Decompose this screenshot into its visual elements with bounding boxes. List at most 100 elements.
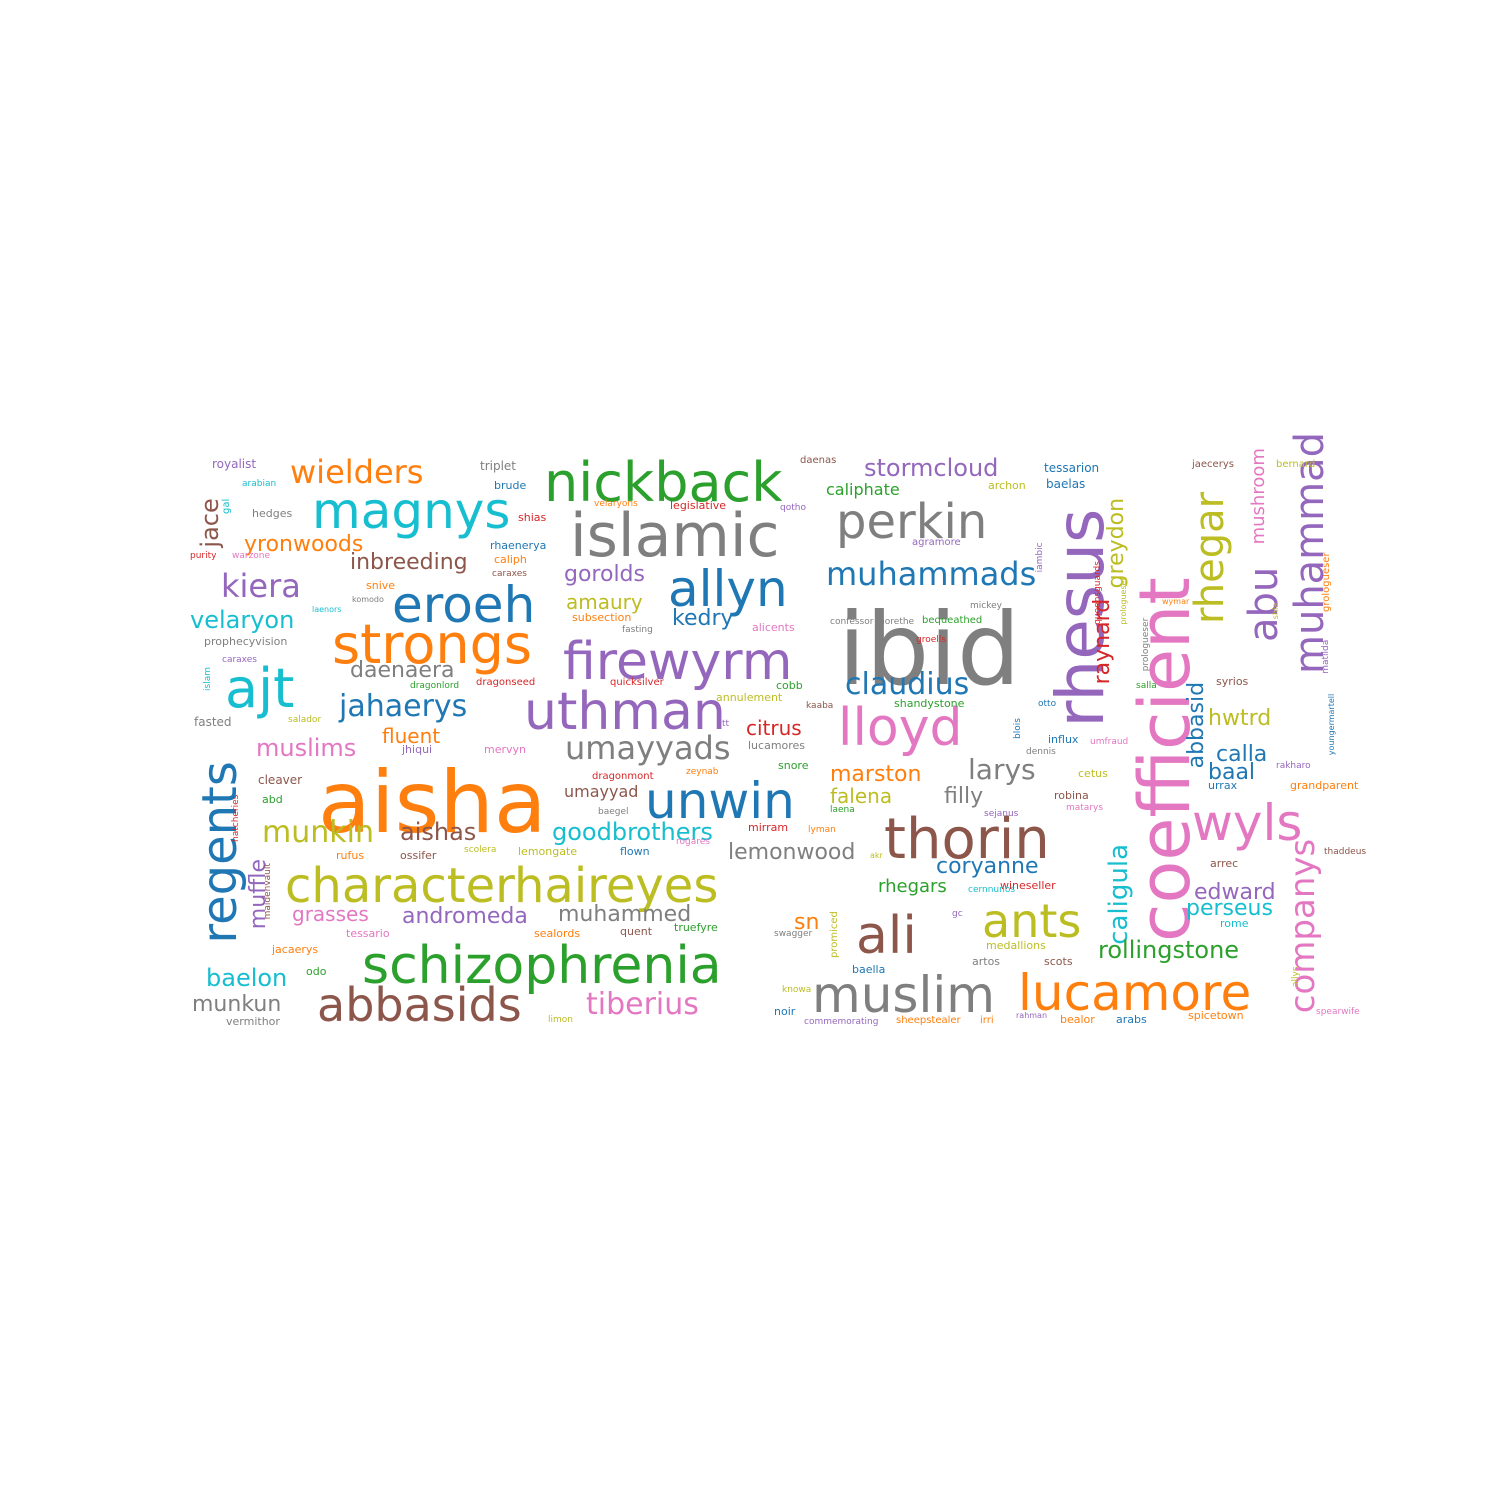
word-irri: irri [980, 1015, 994, 1026]
word-yronwoods: yronwoods [244, 532, 364, 557]
word-baelon: baelon [206, 964, 288, 992]
word-sheepstealer: sheepstealer [896, 1015, 961, 1026]
word-lemonwood: lemonwood [728, 840, 856, 865]
word-dragonlord: dragonlord [410, 681, 460, 691]
word-caligula: caligula [1104, 843, 1134, 945]
word-baella: baella [852, 963, 886, 976]
word-regents: regents [192, 761, 248, 944]
word-larys: larys [968, 753, 1036, 786]
word-maidenvault: maidenvault [263, 863, 273, 920]
word-grandparent: grandparent [1290, 779, 1359, 792]
word-rogares: rogares [676, 837, 710, 847]
word-tessarion: tessarion [1044, 461, 1100, 475]
word-fluent: fluent [382, 724, 441, 748]
word-swagger: swagger [774, 929, 813, 939]
word-caraxes: caraxes [492, 569, 527, 579]
word-rome: rome [1220, 917, 1249, 930]
word-morethe: morethe [876, 617, 915, 627]
word-muslims: muslims [256, 734, 357, 762]
word-laenors: laenors [312, 605, 342, 614]
word-snive: snive [366, 579, 396, 592]
word-jacaerys: jacaerys [272, 943, 319, 956]
word-filly: filly [944, 784, 984, 809]
word-noir: noir [774, 1005, 796, 1018]
word-artos: artos [972, 955, 1001, 968]
word-mickey: mickey [970, 601, 1002, 611]
word-fasting: fasting [622, 625, 653, 635]
word-perseus: perseus [1186, 896, 1273, 921]
word-bequeathed: bequeathed [922, 615, 983, 626]
word-bernard: bernard [1276, 459, 1316, 470]
word-companys: companys [1283, 838, 1323, 1014]
word-quicksilver: quicksilver [610, 677, 664, 688]
word-marston: marston [830, 762, 922, 787]
word-perkin: perkin [836, 494, 988, 550]
word-firewyrm: firewyrm [563, 632, 793, 692]
word-flown: flown [620, 845, 650, 858]
word-hwtrd: hwtrd [1208, 706, 1272, 731]
word-rhegar: rhegar [1187, 491, 1233, 624]
word-matilda: matilda [1321, 639, 1331, 674]
word-falena: falena [830, 784, 893, 808]
word-agramore: agramore [912, 537, 961, 548]
word-gorolds: gorolds [564, 562, 645, 587]
word-munkin: munkin [262, 815, 374, 850]
word-jhiqui: jhiqui [402, 743, 433, 756]
word-spicetown: spicetown [1188, 1009, 1244, 1022]
word-velaryons: velaryons [594, 499, 638, 509]
word-munkun: munkun [192, 992, 282, 1017]
word-shias: shias [518, 511, 547, 524]
word-bealor: bealor [1060, 1013, 1095, 1026]
word-muhammed: muhammed [558, 902, 692, 927]
word-lucamore: lucamore [1018, 964, 1252, 1022]
word-tessario: tessario [346, 927, 390, 940]
word-baegel: baegel [598, 807, 629, 817]
word-baal: baal [1208, 760, 1256, 785]
word-umfraud: umfraud [1090, 737, 1129, 747]
word-eroeh: eroeh [392, 576, 536, 634]
word-daenaera: daenaera [350, 658, 455, 683]
word-prologueser: prologueser [1141, 617, 1151, 672]
word-zeynab: zeynab [686, 767, 719, 777]
word-dragonseed: dragonseed [476, 677, 536, 688]
word-truefyre: truefyre [674, 921, 718, 934]
word-cernnunos: cernnunos [968, 885, 1016, 895]
word-arabs: arabs [1116, 1013, 1147, 1026]
word-salla: salla [1136, 681, 1157, 691]
word-andromeda: andromeda [402, 904, 528, 929]
word-youngermartell: youngermartell [1327, 693, 1336, 756]
word-syrios: syrios [1216, 675, 1249, 688]
word-prologueser: prologueser [1119, 577, 1128, 625]
word-scolera: scolera [464, 845, 497, 855]
word-tiberius: tiberius [586, 987, 699, 1022]
word-royalist: royalist [212, 457, 257, 471]
word-caliphate: caliphate [826, 480, 900, 499]
word-caraxes: caraxes [222, 655, 257, 665]
word-inbreeding: inbreeding [350, 550, 468, 575]
word-lyman: lyman [808, 825, 836, 835]
word-triplet: triplet [480, 459, 517, 473]
word-odo: odo [306, 965, 327, 978]
word-shandystone: shandystone [894, 697, 965, 710]
word-sealords: sealords [534, 927, 581, 940]
word-mushroom: mushroom [1248, 448, 1269, 545]
word-wineseller: wineseller [1000, 879, 1056, 892]
word-coryanne: coryanne [936, 854, 1039, 879]
word-spearwife: spearwife [1316, 1007, 1360, 1017]
word-blois: blois [1013, 718, 1023, 739]
word-sn: sn [794, 910, 820, 935]
word-ants: ants [982, 894, 1082, 948]
word-wymar: wymar [1162, 597, 1190, 606]
word-abbasids: abbasids [317, 978, 522, 1032]
word-thorin: thorin [884, 807, 1050, 872]
word-tt: tt [722, 719, 730, 729]
word-rahman: rahman [1016, 1011, 1048, 1020]
word-brude: brude [494, 479, 527, 492]
word-mervyn: mervyn [484, 743, 526, 756]
word-grasses: grasses [292, 902, 369, 926]
word-influx: influx [1048, 733, 1079, 746]
word-warzone: warzone [232, 551, 271, 561]
word-arabian: arabian [242, 479, 277, 489]
word-abd: abd [262, 793, 283, 806]
word-knowa: knowa [782, 985, 812, 995]
